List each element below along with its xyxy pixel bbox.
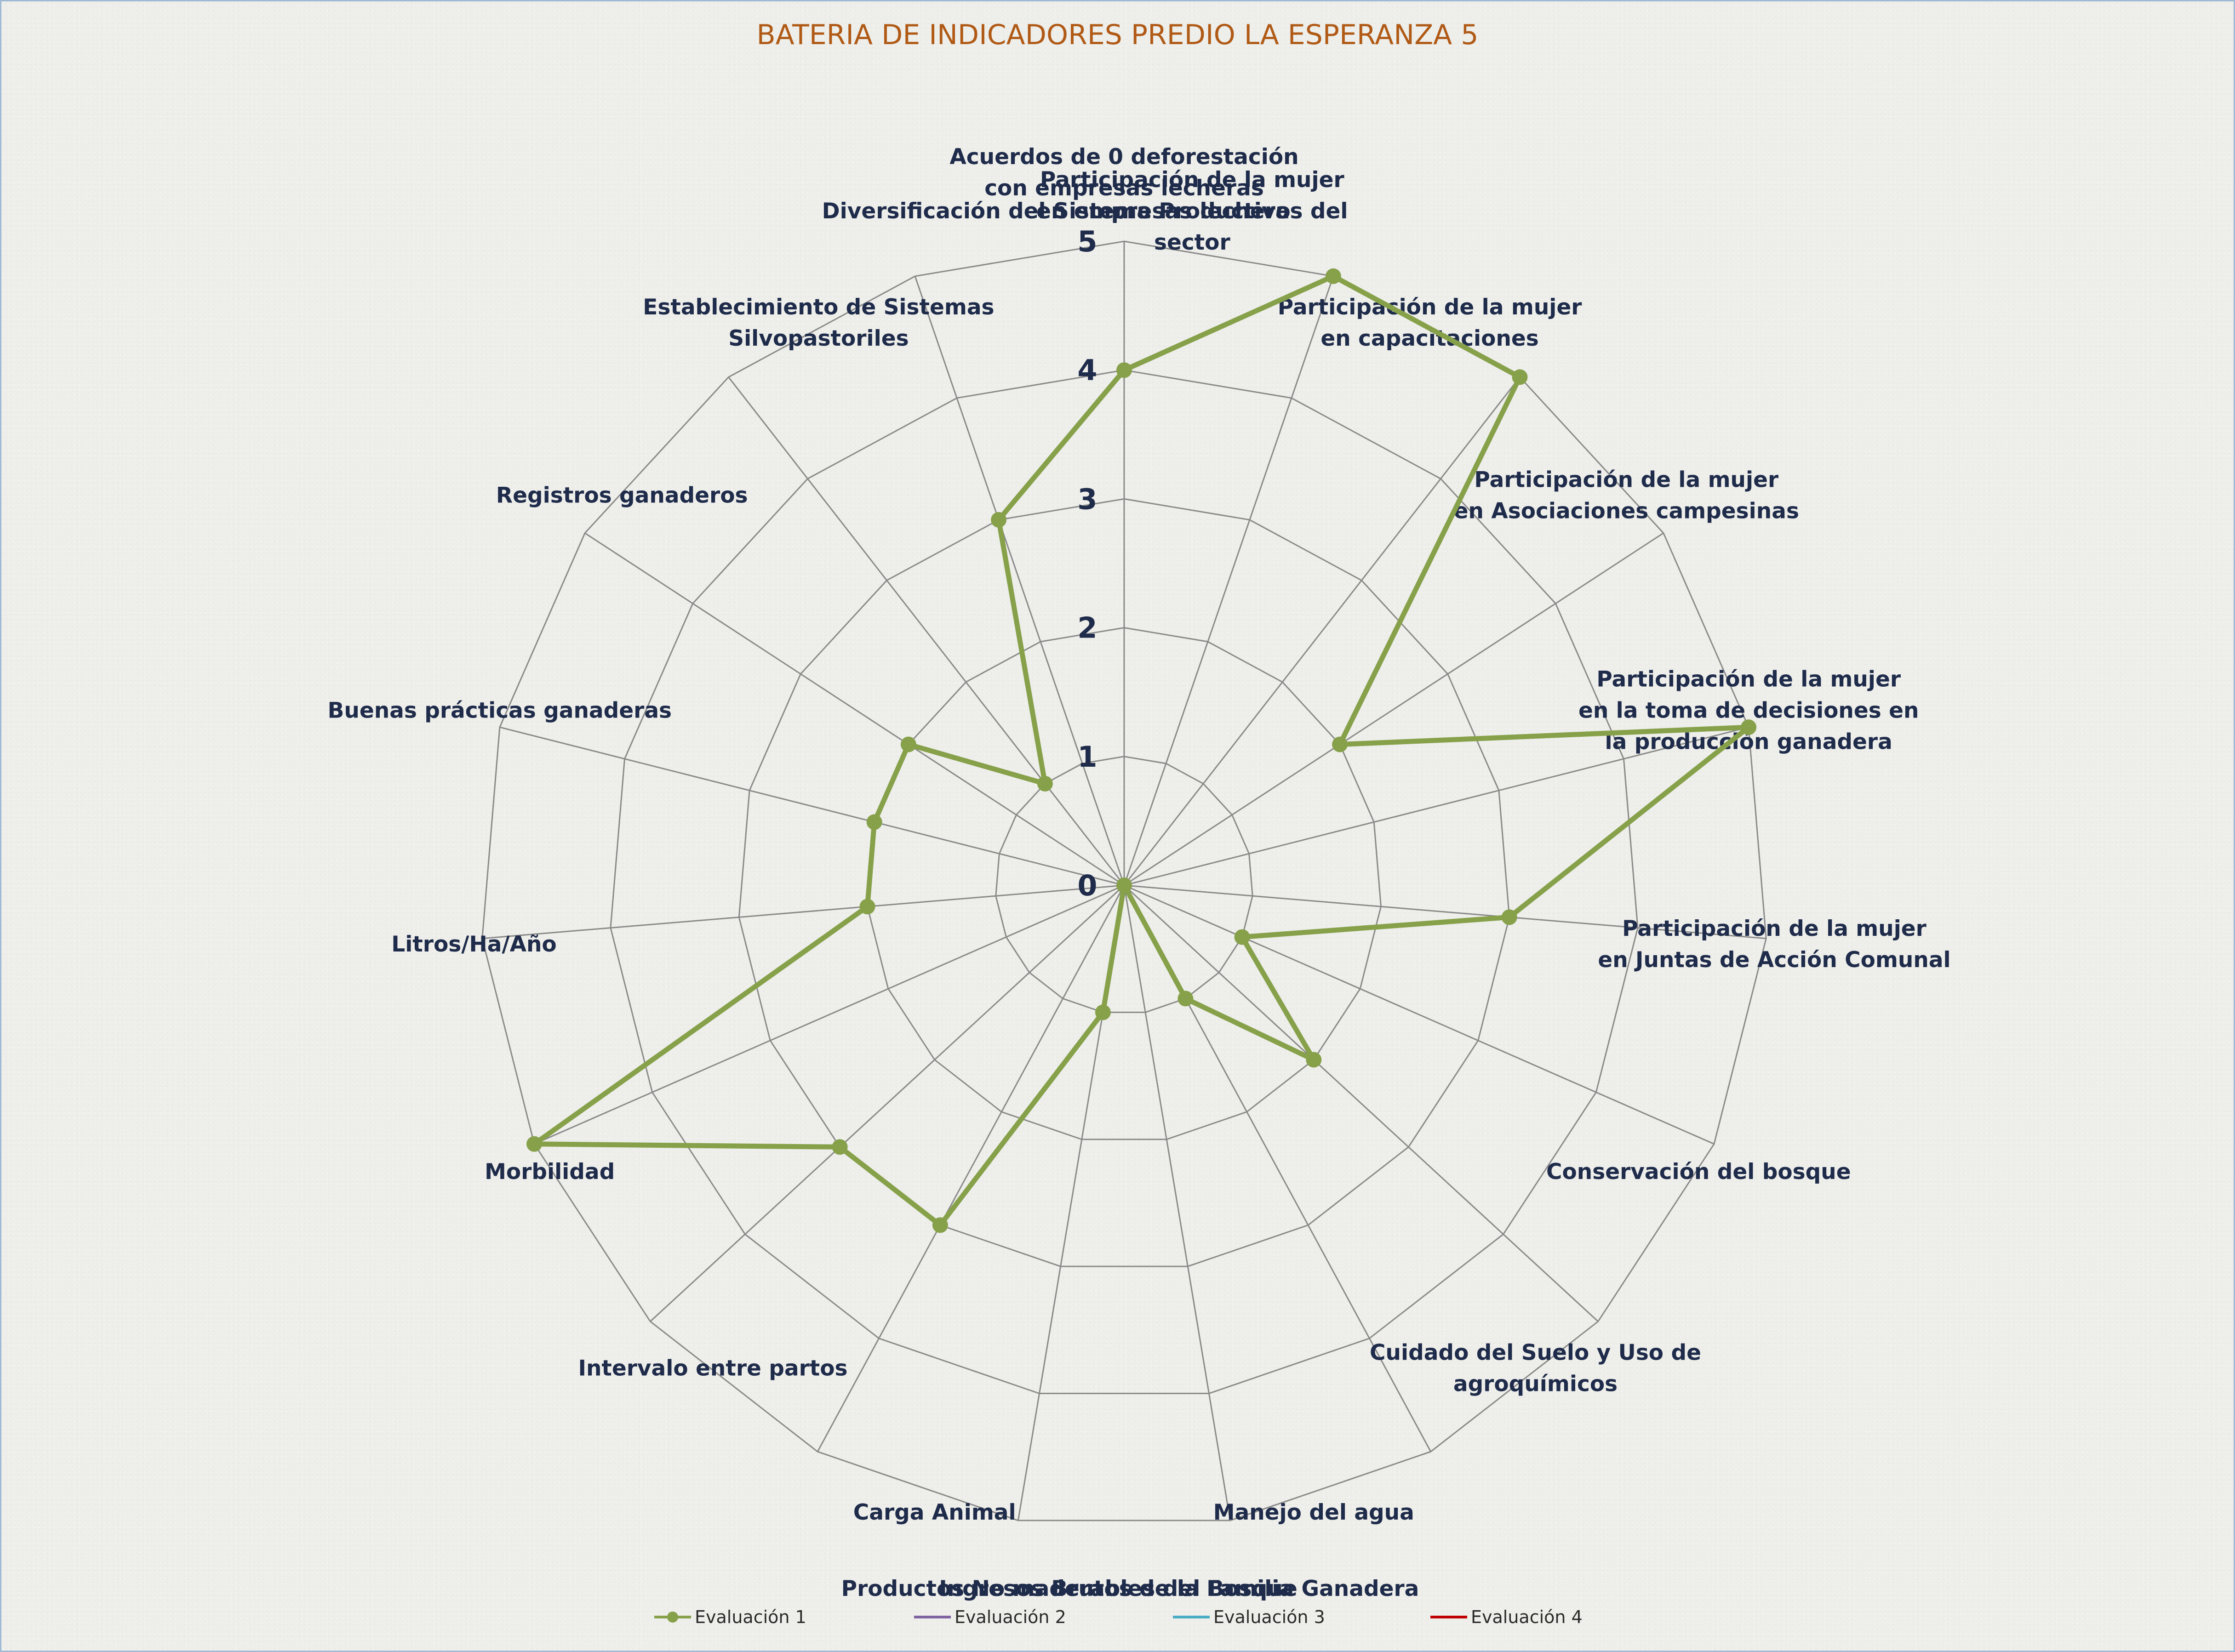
series-line: [532, 273, 1751, 1228]
legend-swatch: [914, 1603, 951, 1631]
axis-label: Participación de la mujer en la toma de d…: [1578, 666, 1919, 754]
axis-label: Carga Animal: [853, 1500, 1016, 1525]
spoke: [650, 884, 1125, 1322]
legend-label: Evaluación 2: [955, 1607, 1066, 1627]
spoke: [1124, 532, 1664, 886]
data-point: [526, 1136, 542, 1152]
spoke: [534, 884, 1125, 1145]
spoke: [584, 532, 1125, 886]
legend-label: Evaluación 1: [695, 1607, 806, 1627]
data-point: [1306, 1052, 1322, 1068]
axis-label: Morbilidad: [485, 1159, 615, 1185]
spoke: [1123, 885, 1231, 1521]
axis-label: Establecimiento de Sistemas Silvopastoril…: [643, 295, 994, 351]
tick-label: 4: [1077, 353, 1097, 387]
data-point: [832, 1139, 848, 1155]
legend-item: Evaluación 1: [654, 1603, 806, 1631]
tick-label: 5: [1077, 225, 1097, 258]
legend-swatch: [654, 1603, 691, 1631]
spoke: [728, 376, 1125, 886]
spoke: [1123, 276, 1334, 886]
axis-label: Buenas prácticas ganaderas: [328, 698, 672, 723]
legend-label: Evaluación 3: [1213, 1607, 1325, 1627]
grid-ring: [481, 240, 1767, 1521]
data-point: [1332, 736, 1348, 752]
axis-label: Participación de la mujer en empresas lec…: [1036, 167, 1348, 255]
tick-label: 2: [1077, 611, 1097, 645]
spoke: [482, 884, 1125, 940]
legend-item: Evaluación 3: [1173, 1603, 1325, 1631]
data-point: [1741, 719, 1757, 735]
legend-swatch: [1430, 1603, 1467, 1631]
grid-ring: [738, 498, 1510, 1267]
legend-swatch: [1173, 1603, 1210, 1631]
chart-title: BATERIA DE INDICADORES PREDIO LA ESPERAN…: [756, 19, 1479, 51]
axis-label: Participación de la mujer en capacitacion…: [1278, 295, 1583, 351]
grid-ring: [610, 369, 1639, 1394]
tick-label: 1: [1077, 740, 1097, 774]
axis-label: Intervalo entre partos: [578, 1356, 847, 1381]
data-point: [866, 814, 882, 830]
data-point: [1501, 909, 1517, 925]
axis-label: Cuidado del Suelo y Uso de agroquímicos: [1370, 1340, 1701, 1397]
data-point: [1325, 268, 1341, 284]
data-point: [1116, 877, 1132, 893]
data-point: [932, 1217, 948, 1233]
spoke: [1124, 884, 1766, 940]
legend-item: Evaluación 4: [1430, 1603, 1583, 1631]
axis-label: Productos No maderables del Bosque: [841, 1576, 1298, 1601]
data-point: [1095, 1004, 1111, 1020]
data-point: [859, 899, 875, 915]
legend: Evaluación 1 Evaluación 2 Evaluación 3 Eval…: [1, 1603, 2234, 1631]
tick-label: 0: [1077, 869, 1097, 902]
spoke: [1123, 884, 1599, 1322]
spoke: [1124, 884, 1715, 1145]
spoke: [1124, 726, 1749, 886]
axis-label: Acuerdos de 0 deforestación con empresas …: [949, 144, 1298, 201]
axis-label: Participación de la mujer en Juntas de Ac…: [1598, 916, 1950, 973]
grid-ring: [995, 756, 1253, 1013]
legend-label: Evaluación 4: [1471, 1607, 1583, 1627]
data-point: [1234, 929, 1250, 945]
data-point: [900, 736, 916, 752]
axis-label: Diversificación del Sistema Productivo: [822, 199, 1291, 224]
axis-label: Registros ganaderos: [496, 483, 748, 508]
data-point: [1116, 362, 1132, 378]
data-point: [1037, 775, 1053, 792]
spoke: [499, 726, 1125, 886]
spoke: [817, 885, 1125, 1452]
spoke: [1123, 376, 1520, 886]
data-point: [991, 512, 1007, 528]
legend-item: Evaluación 2: [914, 1603, 1066, 1631]
spoke: [914, 276, 1125, 886]
axis-label: Participación de la mujer en Asociaciones…: [1454, 467, 1799, 524]
data-point: [1178, 991, 1194, 1007]
axis-label: Conservación del bosque: [1546, 1159, 1851, 1185]
axis-label: Manejo del agua: [1213, 1500, 1414, 1525]
data-point: [1512, 369, 1528, 385]
tick-label: 3: [1077, 482, 1097, 516]
axis-label: Litros/Ha/Año: [391, 932, 556, 957]
axis-label: Ingresos Brutos de la Familia Ganadera: [939, 1576, 1419, 1601]
